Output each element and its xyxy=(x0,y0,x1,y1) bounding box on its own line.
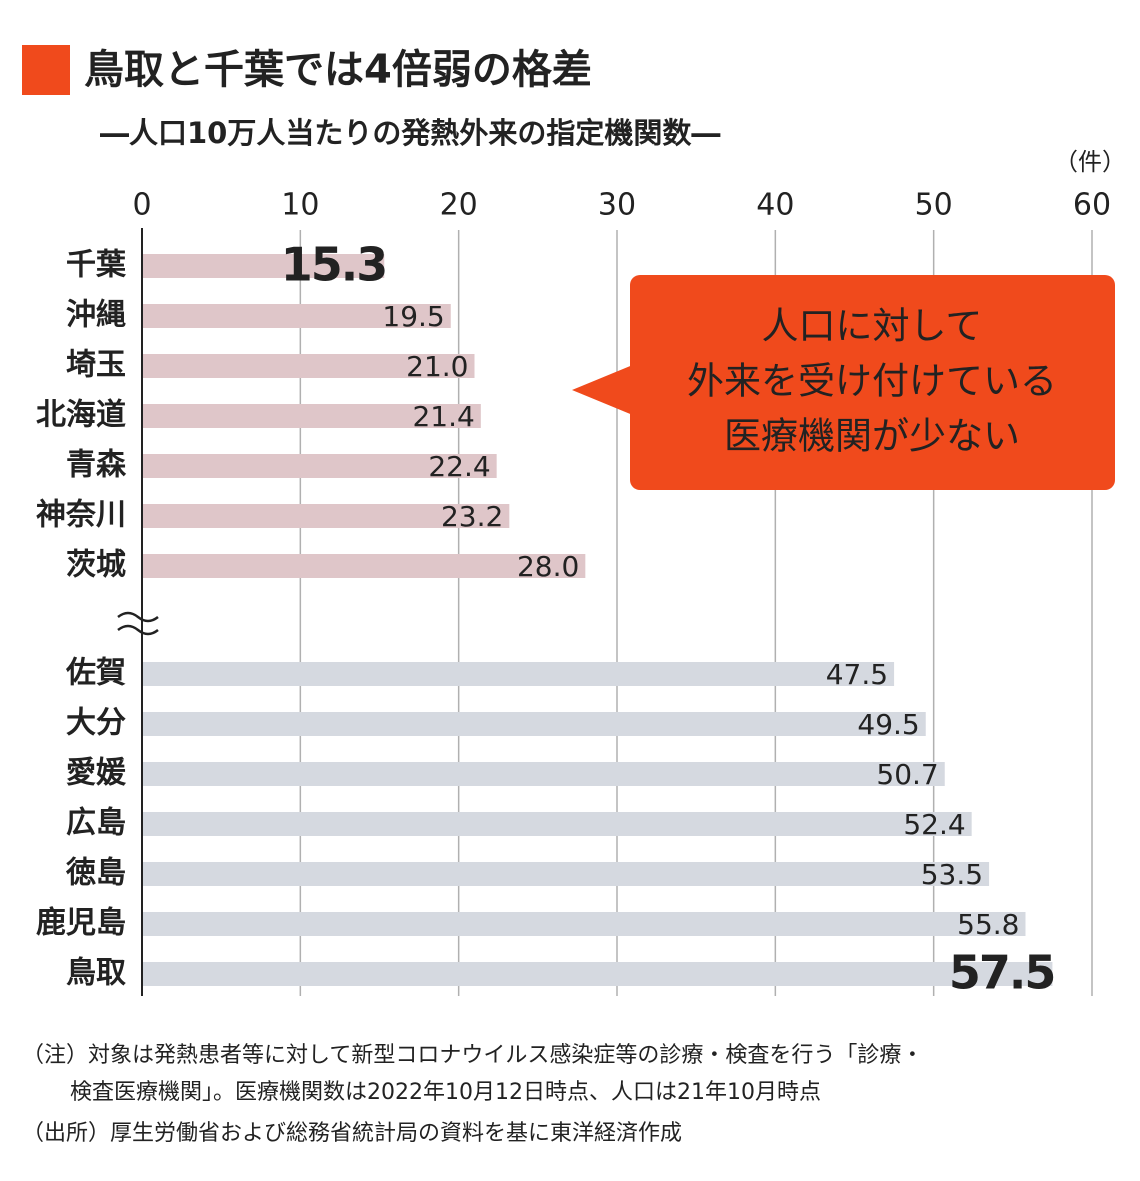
y-tick-label: 佐賀 xyxy=(65,656,126,691)
x-tick-label: 40 xyxy=(756,188,794,223)
y-tick-label: 徳島 xyxy=(65,856,126,891)
notes: （注）対象は発熱患者等に対して新型コロナウイルス感染症等の診療・検査を行う「診療… xyxy=(22,1043,923,1146)
bar xyxy=(142,254,385,278)
x-tick-label: 10 xyxy=(281,188,319,223)
y-tick-label: 鹿児島 xyxy=(36,906,126,941)
x-tick-label: 60 xyxy=(1073,188,1111,223)
x-tick-label: 30 xyxy=(598,188,636,223)
bar xyxy=(142,962,1053,986)
bar xyxy=(142,812,972,836)
value-label: 22.4 xyxy=(428,450,490,483)
bar xyxy=(142,912,1026,936)
bar xyxy=(142,304,451,328)
x-tick-label: 50 xyxy=(915,188,953,223)
value-label: 53.5 xyxy=(921,858,983,891)
callout-line: 人口に対して xyxy=(762,305,983,348)
value-label: 28.0 xyxy=(517,550,579,583)
title-marker xyxy=(22,45,70,95)
y-tick-label: 大分 xyxy=(66,706,126,741)
value-label: 21.4 xyxy=(412,400,474,433)
y-tick-label: 茨城 xyxy=(66,548,126,583)
chart-subtitle: ―人口10万人当たりの発熱外来の指定機関数― xyxy=(100,116,720,150)
note-line: （注）対象は発熱患者等に対して新型コロナウイルス感染症等の診療・検査を行う「診療… xyxy=(22,1043,923,1068)
value-label: 21.0 xyxy=(406,350,468,383)
value-label: 47.5 xyxy=(826,658,888,691)
value-label: 52.4 xyxy=(903,808,965,841)
callout-pointer xyxy=(572,362,640,418)
y-tick-label: 広島 xyxy=(66,806,126,841)
plot-area: 0 10 20 30 40 50 60 xyxy=(132,188,1111,996)
bar xyxy=(142,862,990,886)
value-label: 55.8 xyxy=(957,908,1019,941)
value-label: 23.2 xyxy=(441,500,503,533)
bar xyxy=(142,504,510,528)
callout-line: 外来を受け付けている xyxy=(687,360,1057,403)
x-tick-label: 20 xyxy=(440,188,478,223)
value-label: 49.5 xyxy=(857,708,919,741)
y-tick-label: 神奈川 xyxy=(36,498,126,533)
y-tick-label: 青森 xyxy=(66,448,127,483)
y-tick-label: 千葉 xyxy=(66,248,127,283)
callout-box xyxy=(630,275,1115,490)
value-label: 15.3 xyxy=(281,238,387,292)
bar xyxy=(142,554,586,578)
bar xyxy=(142,662,895,686)
bar xyxy=(142,712,926,736)
y-tick-label: 沖縄 xyxy=(66,298,126,333)
value-label: 50.7 xyxy=(876,758,938,791)
bar xyxy=(142,404,481,428)
unit-label: （件） xyxy=(1054,148,1126,176)
x-tick-label: 0 xyxy=(132,188,151,223)
chart-title: 鳥取と千葉では4倍弱の格差 xyxy=(84,47,592,93)
note-line: （出所）厚生労働省および総務省統計局の資料を基に東洋経済作成 xyxy=(22,1121,682,1146)
bar xyxy=(142,354,475,378)
y-tick-label: 北海道 xyxy=(36,398,126,433)
value-label: 57.5 xyxy=(949,946,1055,1000)
callout-line: 医療機関が少ない xyxy=(724,415,1020,458)
bar xyxy=(142,762,945,786)
y-tick-label: 愛媛 xyxy=(66,756,127,791)
note-line: 検査医療機関」。医療機関数は2022年10月12日時点、人口は21年10月時点 xyxy=(70,1080,821,1105)
y-tick-label: 鳥取 xyxy=(66,956,126,991)
y-tick-label: 埼玉 xyxy=(66,348,126,383)
bar xyxy=(142,454,497,478)
axis-break xyxy=(117,611,159,636)
value-label: 19.5 xyxy=(382,300,444,333)
